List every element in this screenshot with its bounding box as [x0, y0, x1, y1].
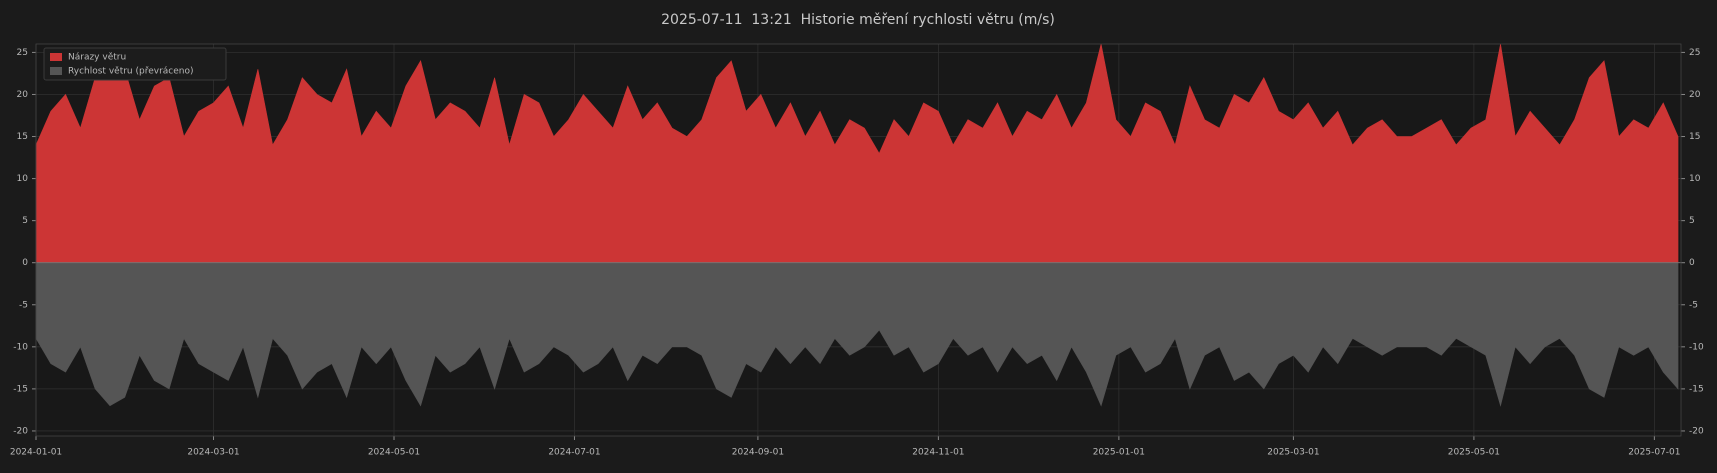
y-tick-label: -20: [13, 426, 28, 436]
x-tick-label: 2024-11-01: [912, 448, 964, 458]
legend-box: [43, 47, 227, 81]
x-tick-label: 2024-07-01: [548, 448, 600, 458]
x-tick-label: 2025-07-01: [1628, 448, 1680, 458]
y2-tick-label: -5: [1689, 300, 1698, 310]
legend-label: Nárazy větru: [68, 53, 126, 63]
series-area: [35, 262, 1679, 407]
y2-tick-label: 10: [1689, 174, 1701, 184]
y-tick-label: -15: [13, 384, 28, 394]
y2-tick-label: 25: [1689, 48, 1700, 58]
y-tick-label: 0: [22, 258, 28, 268]
x-tick-label: 2024-09-01: [732, 448, 784, 458]
y2-tick-label: -20: [1689, 426, 1704, 436]
y2-tick-label: -15: [1689, 384, 1704, 394]
x-tick-label: 2025-01-01: [1093, 448, 1145, 458]
x-tick-label: 2024-03-01: [187, 448, 239, 458]
plot-frame: [35, 43, 1682, 437]
series-area: [35, 43, 1679, 264]
y2-tick-label: 0: [1689, 258, 1695, 268]
x-tick-label: 2025-03-01: [1267, 448, 1319, 458]
y2-tick-label: -10: [1689, 342, 1704, 352]
y2-tick-label: 5: [1689, 216, 1695, 226]
y-tick-label: 10: [17, 174, 29, 184]
y-tick-label: 25: [17, 48, 28, 58]
y-tick-label: 20: [17, 90, 29, 100]
x-tick-label: 2024-05-01: [368, 448, 420, 458]
y-tick-label: 5: [22, 216, 28, 226]
y-tick-label: 15: [17, 132, 28, 142]
y2-tick-label: 20: [1689, 90, 1701, 100]
y-tick-label: -10: [13, 342, 28, 352]
y-tick-label: -5: [19, 300, 28, 310]
legend-label: Rychlost větru (převráceno): [68, 67, 194, 77]
x-tick-label: 2024-01-01: [10, 448, 62, 458]
y2-tick-label: 15: [1689, 132, 1700, 142]
legend-swatch: [50, 53, 62, 61]
x-tick-label: 2025-05-01: [1448, 448, 1500, 458]
chart-title: 2025-07-11 13:21 Historie měření rychlos…: [661, 12, 1055, 28]
legend-swatch: [50, 67, 62, 75]
